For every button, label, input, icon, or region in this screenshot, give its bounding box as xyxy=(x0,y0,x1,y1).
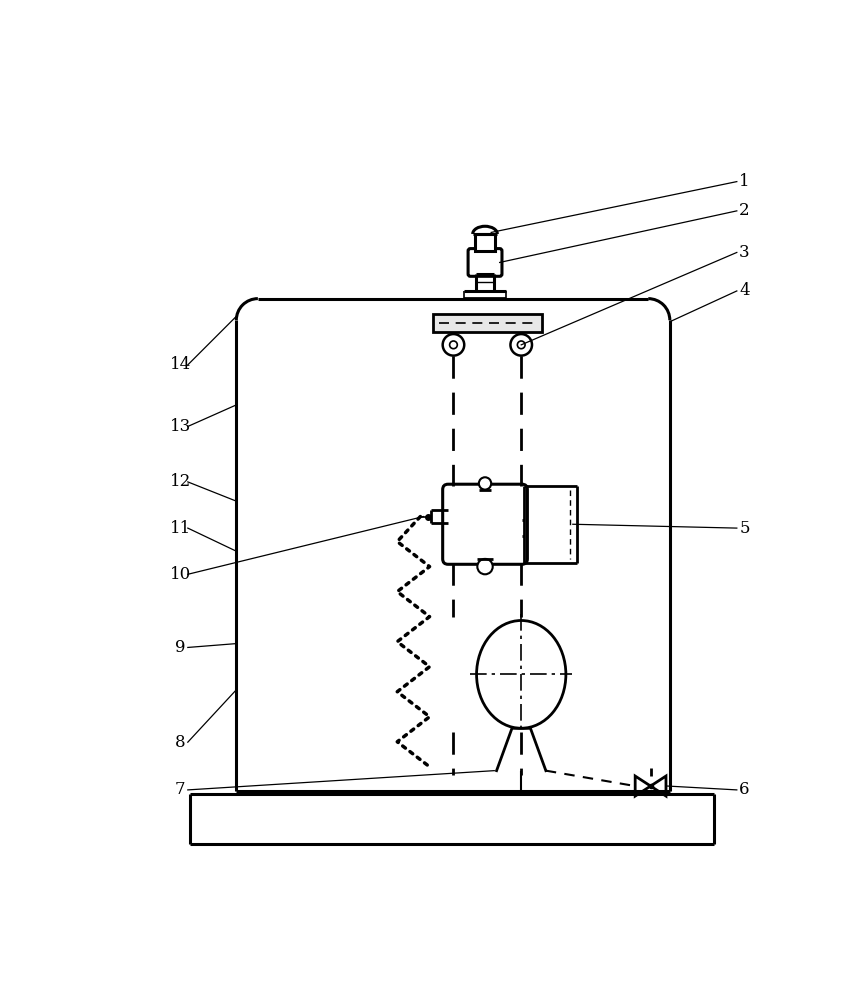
Circle shape xyxy=(443,334,464,356)
Text: 14: 14 xyxy=(170,356,191,373)
Text: 11: 11 xyxy=(170,520,191,537)
Circle shape xyxy=(477,559,493,574)
FancyBboxPatch shape xyxy=(468,249,502,276)
Polygon shape xyxy=(650,776,666,796)
FancyBboxPatch shape xyxy=(443,484,527,564)
Text: 13: 13 xyxy=(170,418,191,435)
Text: 5: 5 xyxy=(740,520,750,537)
Text: 12: 12 xyxy=(170,473,191,490)
Text: 6: 6 xyxy=(740,781,750,798)
Circle shape xyxy=(511,334,532,356)
Text: 1: 1 xyxy=(740,173,750,190)
Text: 9: 9 xyxy=(175,639,185,656)
Circle shape xyxy=(479,477,491,490)
Polygon shape xyxy=(635,776,650,796)
Text: 2: 2 xyxy=(740,202,750,219)
Text: 7: 7 xyxy=(175,781,185,798)
Circle shape xyxy=(518,341,525,349)
Circle shape xyxy=(450,341,458,349)
Bar xyxy=(475,234,495,251)
Text: 8: 8 xyxy=(175,734,185,751)
Ellipse shape xyxy=(476,620,566,728)
Text: 10: 10 xyxy=(170,566,191,583)
Text: 4: 4 xyxy=(740,282,750,299)
Text: 3: 3 xyxy=(740,244,750,261)
Bar xyxy=(433,314,542,332)
